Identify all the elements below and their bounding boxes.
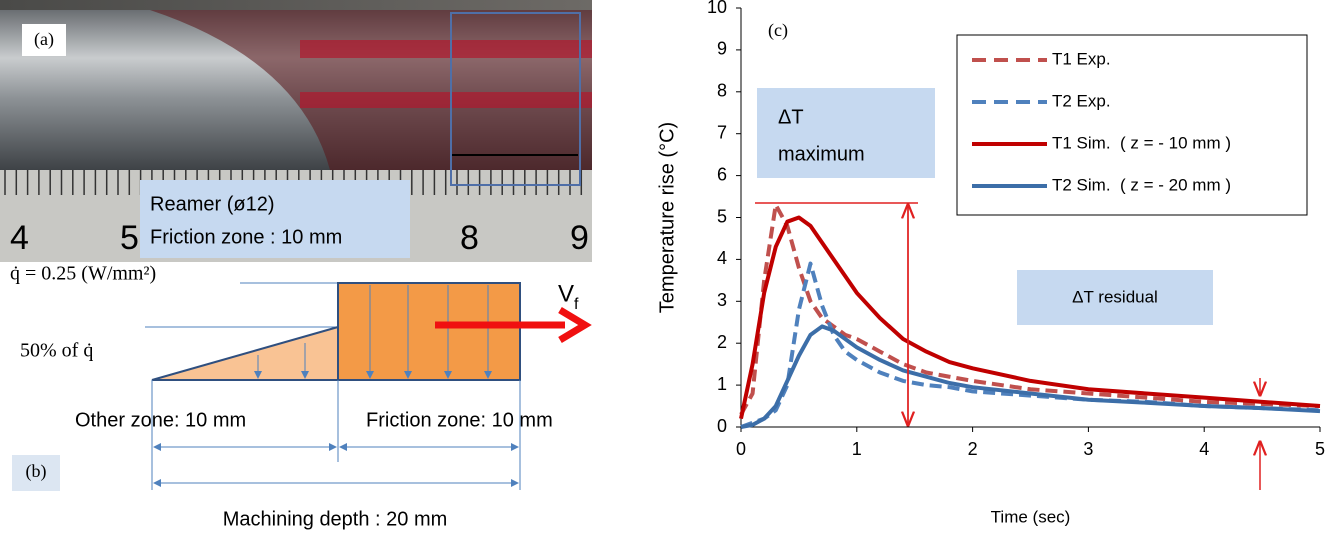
zone-box xyxy=(450,12,581,186)
legend-label: T1 Sim. ( z = - 10 mm ) xyxy=(1052,133,1231,152)
label-line: Friction zone : 10 mm xyxy=(150,226,342,248)
legend-label: T2 Sim. ( z = - 20 mm ) xyxy=(1052,175,1231,194)
y-tick-label: 5 xyxy=(717,206,727,226)
ruler-label: 5 xyxy=(120,219,139,257)
friction-zone: Friction zone: 10 mm xyxy=(366,409,553,431)
annotation: ΔT xyxy=(778,106,804,128)
annotation: ΔT residual xyxy=(1072,287,1158,306)
series-line xyxy=(739,202,1321,416)
x-tick-label: 2 xyxy=(968,439,978,459)
label-box xyxy=(140,180,410,258)
velocity-label: V xyxy=(558,280,574,307)
x-tick-label: 5 xyxy=(1315,439,1325,459)
y-tick-label: 8 xyxy=(717,81,727,101)
feed-arrow-head xyxy=(558,306,592,344)
y-tick-label: 2 xyxy=(717,332,727,352)
x-tick-label: 1 xyxy=(852,439,862,459)
ruler-label: 4 xyxy=(10,219,29,257)
y-axis-label: Temperature rise (°C) xyxy=(656,122,678,313)
dimension-lines xyxy=(151,380,521,490)
tag-box xyxy=(12,455,60,491)
legend-label: T2 Exp. xyxy=(1052,91,1111,110)
series-line xyxy=(740,324,1321,429)
half-flux-label: 50% of q̇ xyxy=(20,340,93,362)
annotation-box xyxy=(1017,270,1213,325)
annotation: maximum xyxy=(778,143,865,165)
y-tick-label: 4 xyxy=(717,248,727,268)
x-tick-label: 0 xyxy=(736,439,746,459)
y-tick-label: 7 xyxy=(717,122,727,142)
annotation-box xyxy=(757,88,935,178)
uniform-flux xyxy=(337,282,521,381)
ramp-flux xyxy=(151,325,339,381)
photo: (a) Reamer (ø12) Friction zone : 10 mm xyxy=(0,0,592,262)
y-tick-label: 9 xyxy=(717,39,727,59)
y-tick-label: 3 xyxy=(717,290,727,310)
label-line: Reamer (ø12) xyxy=(150,193,274,215)
y-tick-label: 0 xyxy=(717,416,727,436)
red-band xyxy=(300,40,592,58)
chart: 0 1 2 3 4 5 6 7 8 9 10 0 1 2 3 4 5 Time (sec) Temperature … xyxy=(656,0,1325,526)
x-axis-label: Time (sec) xyxy=(991,507,1071,526)
panel-tag: (c) xyxy=(768,20,788,41)
diagram: q̇ = 0.25 (W/mm²) 50% of q̇ V f Other zo… xyxy=(10,263,592,530)
velocity-sub: f xyxy=(574,296,579,313)
flux-arrows xyxy=(254,285,492,379)
ruler-label: 9 xyxy=(570,219,589,257)
x-tick-label: 3 xyxy=(1083,439,1093,459)
y-tick-label: 10 xyxy=(707,0,727,17)
legend-label: T1 Exp. xyxy=(1052,49,1111,68)
ruler-label: 8 xyxy=(460,219,479,257)
x-tick-label: 4 xyxy=(1199,439,1209,459)
flux-label: q̇ = 0.25 (W/mm²) xyxy=(10,263,156,285)
tag: (a) xyxy=(34,29,54,50)
red-band xyxy=(300,92,592,108)
tag: (b) xyxy=(26,461,47,482)
y-tick-label: 6 xyxy=(717,164,727,184)
machining-depth: Machining depth : 20 mm xyxy=(223,508,448,530)
other-zone: Other zone: 10 mm xyxy=(75,409,246,431)
tag-box xyxy=(22,24,66,56)
y-tick-label: 1 xyxy=(717,374,727,394)
series-line xyxy=(739,215,1321,420)
